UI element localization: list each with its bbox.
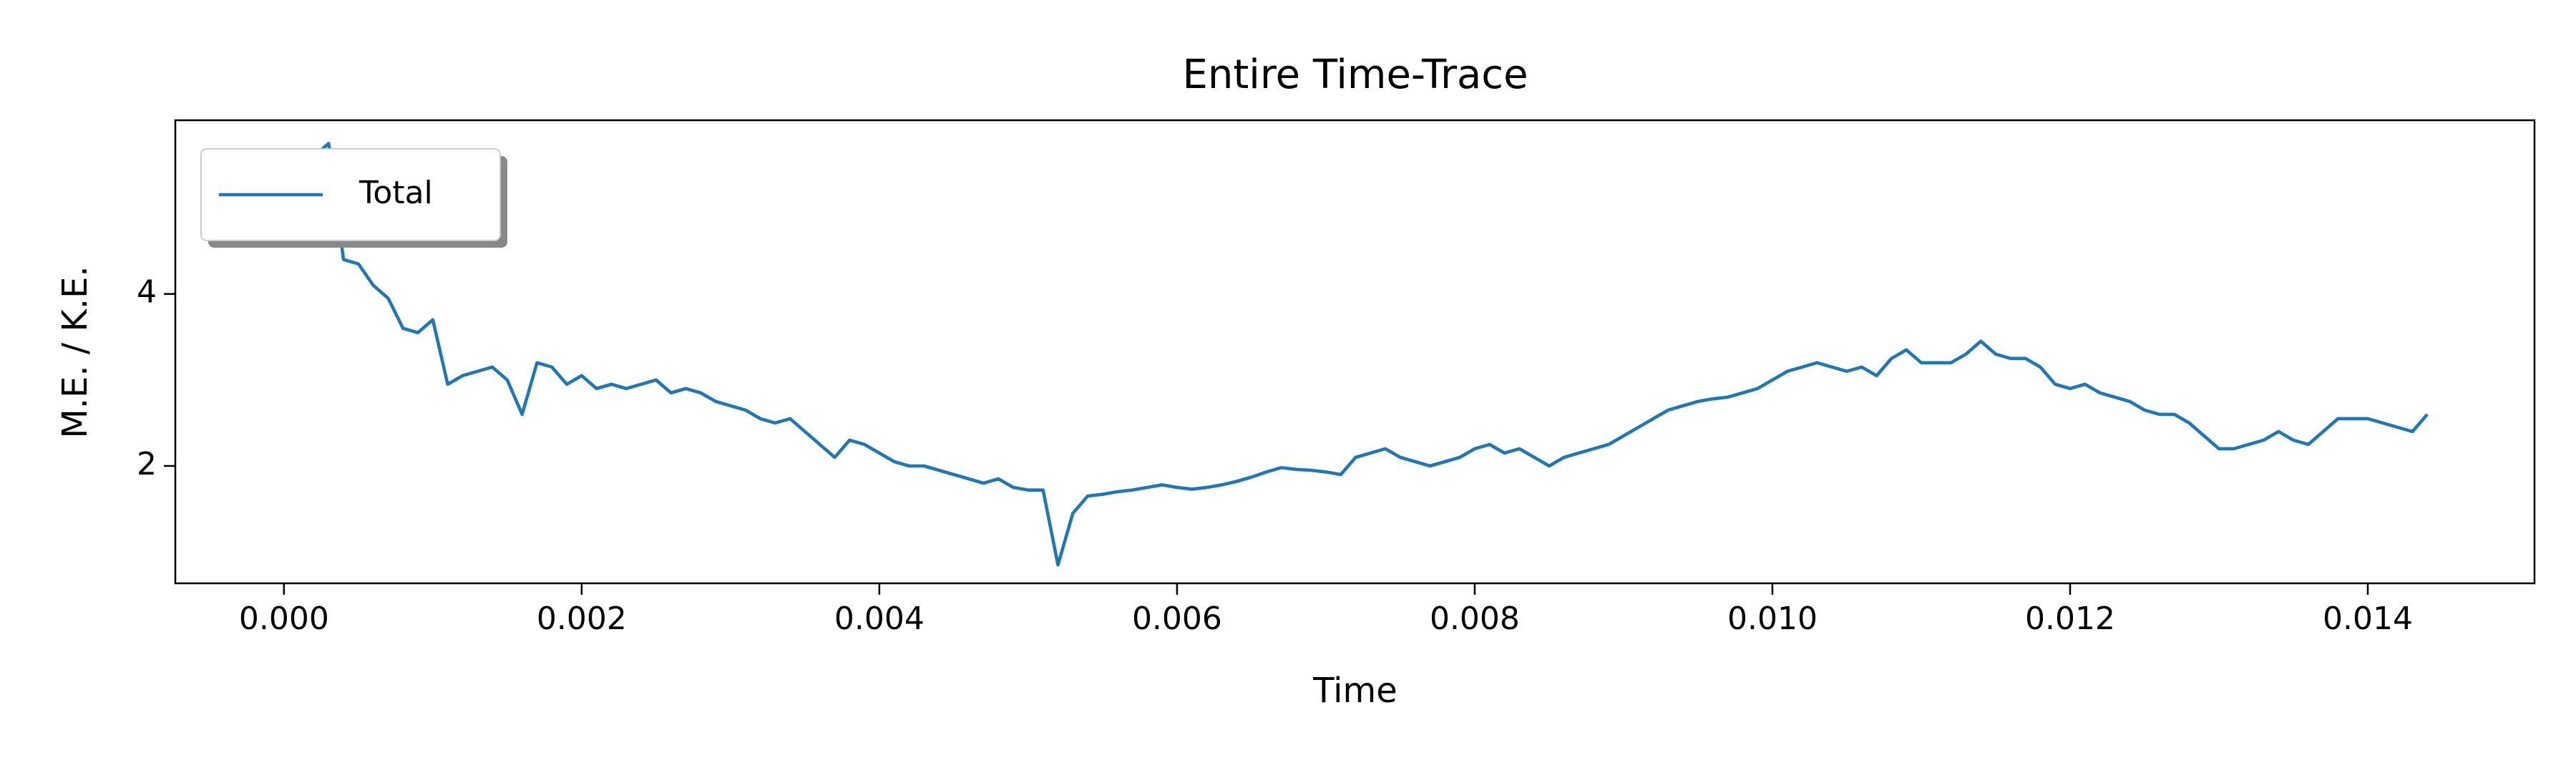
- plot-frame: [174, 119, 2536, 585]
- x-tick-label: 0.008: [1430, 601, 1520, 637]
- line-series: [283, 142, 2429, 567]
- x-tick-label: 0.004: [834, 601, 924, 637]
- y-axis-label: M.E. / K.E.: [55, 266, 95, 438]
- x-axis-label: Time: [1312, 671, 1397, 711]
- x-tick-label: 0.010: [1727, 601, 1818, 637]
- x-tick-label: 0.006: [1132, 601, 1222, 637]
- legend-box: [200, 148, 501, 241]
- x-tick-label: 0.000: [239, 601, 329, 637]
- legend-label: Total: [358, 175, 433, 211]
- x-tick-label: 0.002: [537, 601, 627, 637]
- chart-title: Entire Time-Trace: [1182, 52, 1528, 98]
- x-tick-label: 0.014: [2323, 601, 2413, 637]
- y-tick-label: 2: [137, 446, 157, 482]
- y-tick-label: 4: [137, 274, 157, 311]
- x-tick-label: 0.012: [2025, 601, 2115, 637]
